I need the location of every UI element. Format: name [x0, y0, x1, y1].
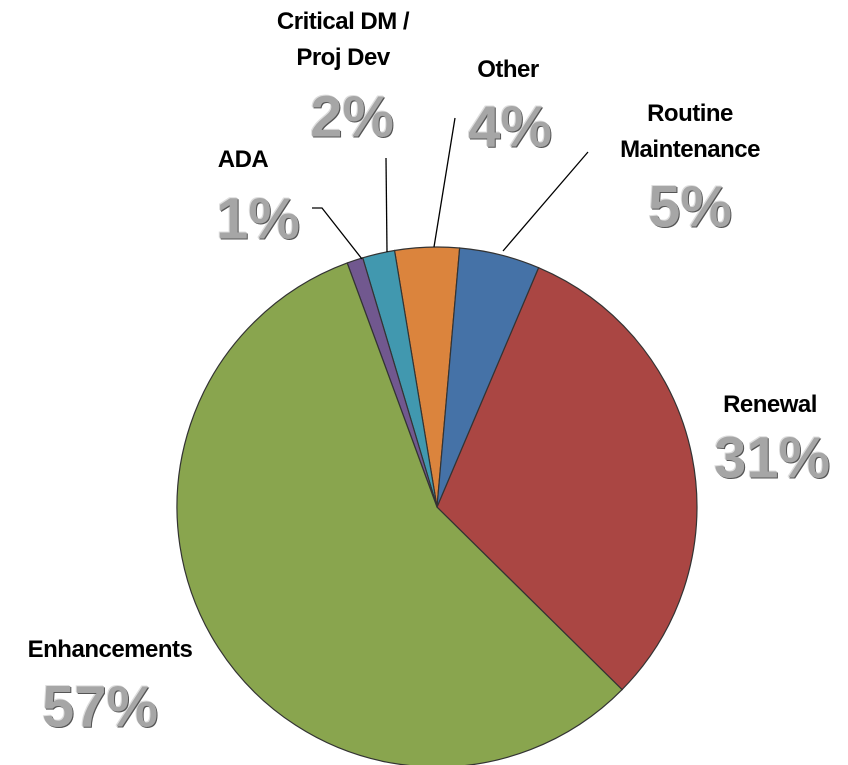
pie-slice — [436, 247, 540, 508]
category-label: ADA — [217, 146, 269, 173]
category-label: Enhancements — [27, 636, 193, 663]
leader-line — [433, 117, 456, 248]
category-label: Critical DM / Proj Dev — [276, 8, 410, 71]
value-label: 31% — [713, 425, 831, 491]
category-label: Renewal — [723, 391, 817, 418]
leader-line — [502, 151, 589, 252]
category-label: Other — [477, 56, 539, 83]
pie-slice — [436, 266, 698, 691]
leader-lines — [312, 117, 589, 260]
leader-line — [385, 157, 388, 253]
value-label: 5% — [648, 174, 732, 240]
value-label: 2% — [310, 84, 394, 150]
leader-line — [312, 207, 363, 260]
value-label: 4% — [468, 94, 552, 160]
pie-slice — [176, 262, 623, 765]
value-label: 1% — [216, 186, 300, 252]
value-label: 57% — [41, 674, 159, 740]
category-label: Routine Maintenance — [620, 100, 760, 163]
